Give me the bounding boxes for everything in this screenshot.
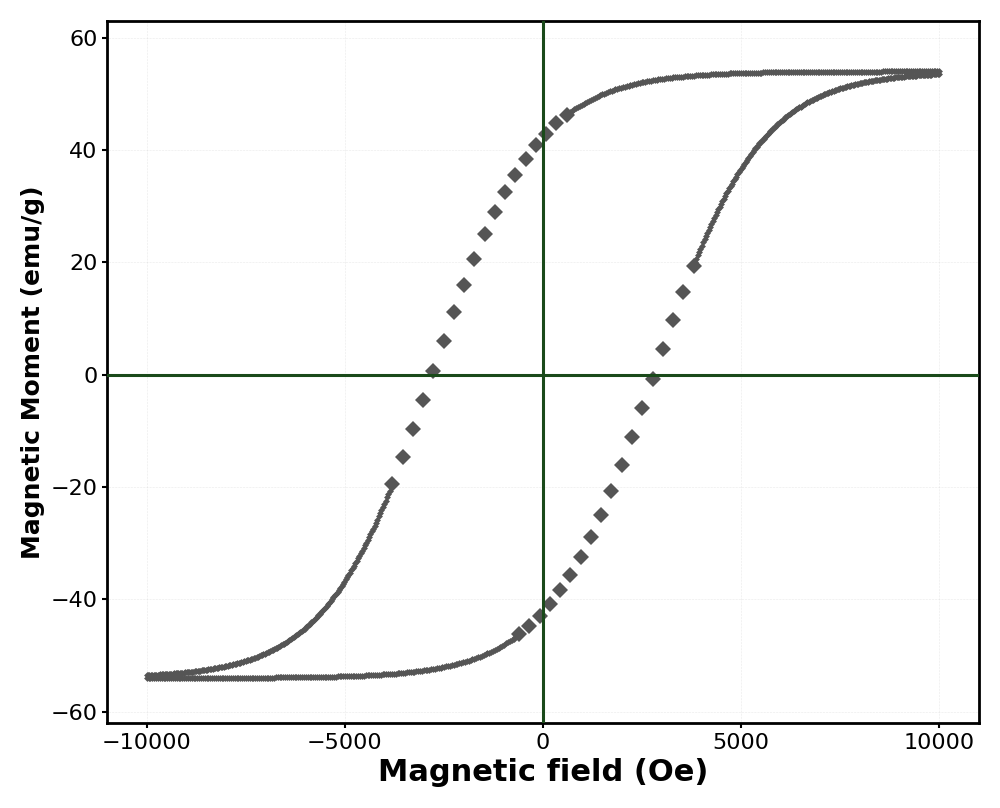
X-axis label: Magnetic field (Oe): Magnetic field (Oe) [378,758,708,787]
Y-axis label: Magnetic Moment (emu/g): Magnetic Moment (emu/g) [21,185,45,558]
